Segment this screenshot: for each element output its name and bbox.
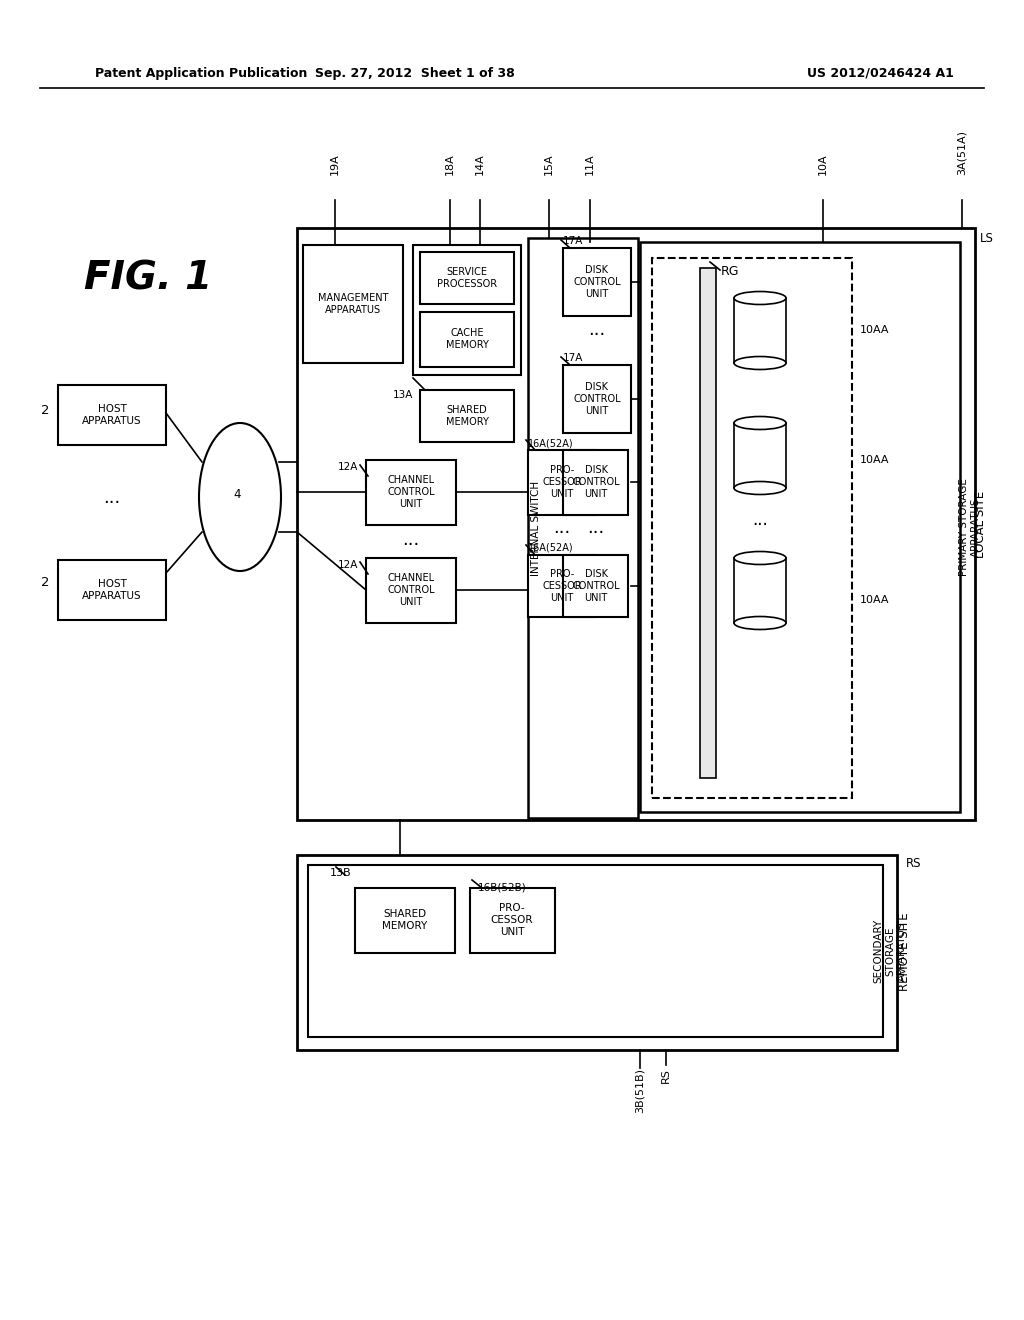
Text: 3A(51A): 3A(51A): [957, 129, 967, 176]
Text: 19A: 19A: [330, 153, 340, 176]
Bar: [652, 257, 852, 799]
Text: PRIMARY STORAGE
APPARATUS: PRIMARY STORAGE APPARATUS: [959, 478, 981, 576]
Text: 15A: 15A: [544, 153, 554, 176]
Text: 12A: 12A: [338, 560, 358, 570]
Text: PRO-
CESSOR
UNIT: PRO- CESSOR UNIT: [490, 903, 534, 937]
Bar: [563, 450, 628, 515]
Text: ...: ...: [588, 519, 604, 537]
Ellipse shape: [734, 356, 786, 370]
Text: DISK
CONTROL
UNIT: DISK CONTROL UNIT: [573, 383, 621, 416]
Bar: [58, 385, 166, 445]
Text: DISK
CONTROL
UNIT: DISK CONTROL UNIT: [572, 569, 620, 603]
Text: 17A: 17A: [563, 236, 584, 246]
Bar: [470, 888, 555, 953]
Ellipse shape: [199, 422, 281, 572]
Text: 17A: 17A: [563, 352, 584, 363]
Text: ...: ...: [402, 531, 420, 549]
Text: 12A: 12A: [338, 462, 358, 473]
Text: CACHE
MEMORY: CACHE MEMORY: [445, 329, 488, 350]
Bar: [528, 238, 638, 818]
Bar: [366, 558, 456, 623]
Bar: [303, 246, 403, 363]
Text: SHARED
MEMORY: SHARED MEMORY: [382, 909, 428, 931]
Text: 2: 2: [42, 404, 50, 417]
Bar: [420, 312, 514, 367]
Text: 10AA: 10AA: [860, 455, 890, 465]
Bar: [528, 554, 596, 616]
Bar: [563, 366, 631, 433]
Text: RG: RG: [721, 265, 739, 279]
Text: 16B(52B): 16B(52B): [478, 882, 526, 892]
Bar: [420, 252, 514, 304]
Text: VOL: VOL: [734, 455, 756, 465]
Text: SERVICE
PROCESSOR: SERVICE PROCESSOR: [437, 267, 497, 289]
Bar: [420, 389, 514, 442]
Text: ...: ...: [589, 321, 605, 339]
Text: 10AA: 10AA: [860, 325, 890, 335]
Text: REMOTE SITE: REMOTE SITE: [898, 912, 911, 991]
Text: HOST
APPARATUS: HOST APPARATUS: [82, 404, 141, 426]
Bar: [563, 554, 628, 616]
Text: CHANNEL
CONTROL
UNIT: CHANNEL CONTROL UNIT: [387, 573, 435, 607]
Text: MANAGEMENT
APPARATUS: MANAGEMENT APPARATUS: [317, 293, 388, 314]
Text: 16A(52A): 16A(52A): [528, 438, 573, 447]
Text: ...: ...: [553, 519, 570, 537]
Text: HOST
APPARATUS: HOST APPARATUS: [82, 579, 141, 601]
Bar: [528, 450, 596, 515]
Bar: [563, 248, 631, 315]
Bar: [734, 558, 786, 623]
Ellipse shape: [734, 616, 786, 630]
Ellipse shape: [734, 482, 786, 495]
Text: DISK
CONTROL
UNIT: DISK CONTROL UNIT: [573, 265, 621, 298]
Bar: [366, 459, 456, 525]
Bar: [58, 560, 166, 620]
Text: LOCAL SITE: LOCAL SITE: [974, 490, 986, 557]
Bar: [734, 298, 786, 363]
Ellipse shape: [734, 552, 786, 565]
Text: 10AA: 10AA: [860, 595, 890, 605]
Bar: [297, 228, 975, 820]
Text: 2: 2: [42, 577, 50, 590]
Bar: [413, 246, 521, 375]
Text: 3B(51B): 3B(51B): [635, 1068, 645, 1113]
Text: 13B: 13B: [330, 869, 351, 878]
Text: 4: 4: [233, 488, 241, 502]
Text: Sep. 27, 2012  Sheet 1 of 38: Sep. 27, 2012 Sheet 1 of 38: [315, 66, 515, 79]
Bar: [308, 865, 883, 1038]
Ellipse shape: [734, 292, 786, 305]
Text: CHANNEL
CONTROL
UNIT: CHANNEL CONTROL UNIT: [387, 475, 435, 508]
Text: 18A: 18A: [445, 153, 455, 176]
Text: ...: ...: [752, 511, 768, 529]
Text: RS: RS: [906, 857, 922, 870]
Text: PRO-
CESSOR
UNIT: PRO- CESSOR UNIT: [542, 466, 582, 499]
Text: SECONDARY
STORAGE
APPARATUS: SECONDARY STORAGE APPARATUS: [873, 919, 906, 983]
Text: ...: ...: [103, 488, 121, 507]
Text: 11A: 11A: [585, 153, 595, 176]
Text: LS: LS: [980, 232, 994, 246]
Bar: [700, 268, 716, 777]
Text: US 2012/0246424 A1: US 2012/0246424 A1: [807, 66, 953, 79]
Bar: [734, 422, 786, 488]
Text: 13A: 13A: [392, 389, 413, 400]
Text: 16A(52A): 16A(52A): [528, 543, 573, 553]
Text: INTERNAL SWITCH: INTERNAL SWITCH: [531, 480, 541, 576]
Text: DISK
CONTROL
UNIT: DISK CONTROL UNIT: [572, 466, 620, 499]
Bar: [640, 242, 961, 812]
Bar: [297, 855, 897, 1049]
Bar: [355, 888, 455, 953]
Text: 14A: 14A: [475, 153, 485, 176]
Text: 10A: 10A: [818, 153, 828, 176]
Text: RS: RS: [662, 1068, 671, 1082]
Text: 1(50): 1(50): [208, 483, 242, 496]
Text: PRO-
CESSOR
UNIT: PRO- CESSOR UNIT: [542, 569, 582, 603]
Ellipse shape: [734, 417, 786, 429]
Text: SHARED
MEMORY: SHARED MEMORY: [445, 405, 488, 426]
Text: FIG. 1: FIG. 1: [84, 259, 212, 297]
Text: Patent Application Publication: Patent Application Publication: [95, 66, 307, 79]
